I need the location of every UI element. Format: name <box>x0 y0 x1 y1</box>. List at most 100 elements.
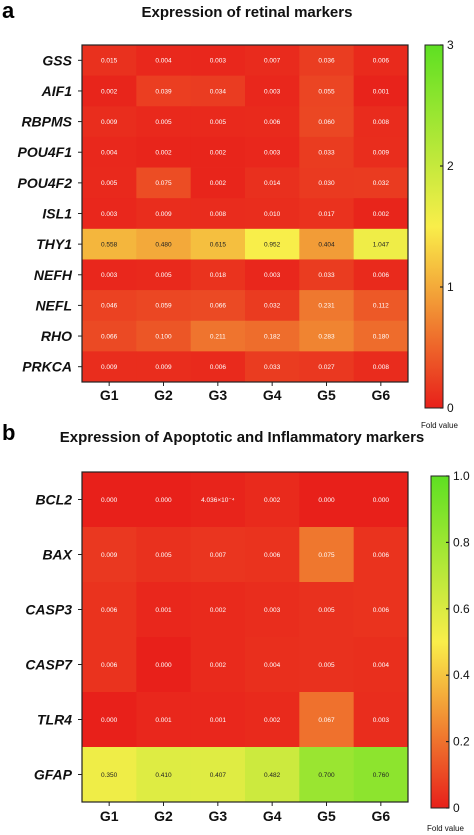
cell-value-label: 0.002 <box>264 497 281 504</box>
heatmap-cell <box>299 692 355 748</box>
heatmap-cell <box>299 136 355 168</box>
column-label: G4 <box>263 387 282 403</box>
row-label: GFAP <box>34 767 73 783</box>
column-label: G4 <box>263 808 282 824</box>
heatmap-border <box>81 471 409 803</box>
heatmap-cell <box>82 228 137 260</box>
heatmap-cell <box>136 228 192 260</box>
heatmap-cell <box>136 75 192 107</box>
cell-value-label: 0.482 <box>264 772 281 779</box>
heatmap-cell <box>82 320 137 352</box>
heatmap-cell <box>299 637 355 693</box>
panel-letter-b: b <box>2 420 15 445</box>
heatmap-cell <box>353 106 409 138</box>
cell-value-label: 0.001 <box>155 717 172 724</box>
column-label: G2 <box>154 808 173 824</box>
cell-value-label: 0.033 <box>264 364 281 371</box>
cell-value-label: 0.009 <box>373 150 390 157</box>
column-label: G2 <box>154 387 173 403</box>
row-label: RHO <box>41 328 72 344</box>
heatmap-cell <box>136 692 192 748</box>
cell-value-label: 0.055 <box>318 88 335 95</box>
heatmap-cell <box>82 198 137 230</box>
cell-value-label: 0.231 <box>318 303 335 310</box>
cell-value-label: 0.001 <box>210 717 227 724</box>
cell-value-label: 0.100 <box>155 333 172 340</box>
cell-value-label: 0.006 <box>264 119 281 126</box>
heatmap-cell <box>136 198 192 230</box>
heatmap-cell <box>136 106 192 138</box>
colorbar-tick-label: 3 <box>447 38 454 52</box>
cell-value-label: 0.006 <box>101 607 118 614</box>
row-label: GSS <box>42 52 72 68</box>
row-label: RBPMS <box>21 114 72 130</box>
colorbar-tick-label: 0.2 <box>453 735 470 749</box>
cell-value-label: 0.003 <box>264 88 281 95</box>
heatmap-cell <box>353 75 409 107</box>
cell-value-label: 0.000 <box>155 662 172 669</box>
heatmap-cell <box>245 472 300 528</box>
row-label: NEFL <box>35 297 72 313</box>
heatmap-cell <box>82 290 137 322</box>
cell-value-label: 0.075 <box>155 180 172 187</box>
heatmap-cell <box>299 527 355 583</box>
heatmap-cell <box>299 259 355 291</box>
heatmap-cell <box>245 747 300 803</box>
heatmap-cell <box>353 228 409 260</box>
cell-value-label: 0.003 <box>264 150 281 157</box>
heatmap-cell <box>245 198 300 230</box>
heatmap-cell <box>299 582 355 638</box>
colorbar-tick-label: 0.4 <box>453 668 470 682</box>
cell-value-label: 0.952 <box>264 241 281 248</box>
heatmap-cell <box>353 527 409 583</box>
cell-value-label: 0.060 <box>318 119 335 126</box>
row-label: POU4F1 <box>18 144 73 160</box>
cell-value-label: 0.009 <box>101 119 118 126</box>
cell-value-label: 0.002 <box>210 662 227 669</box>
cell-value-label: 0.006 <box>373 552 390 559</box>
heatmap-cell <box>136 527 192 583</box>
colorbar-gradient <box>424 44 444 409</box>
heatmap-cell <box>82 692 137 748</box>
heatmap-cell <box>353 45 409 77</box>
cell-value-label: 0.009 <box>101 552 118 559</box>
heatmap-cell <box>190 290 246 322</box>
row-label: POU4F2 <box>18 175 73 191</box>
cell-value-label: 0.000 <box>373 497 390 504</box>
cell-value-label: 0.002 <box>155 150 172 157</box>
heatmap-cell <box>299 747 355 803</box>
heatmap-cell <box>190 106 246 138</box>
heatmap-cell <box>190 228 246 260</box>
heatmap-cell <box>190 198 246 230</box>
heatmap-cell <box>245 351 300 383</box>
heatmap-cell <box>353 582 409 638</box>
cell-value-label: 0.067 <box>318 717 335 724</box>
cell-value-label: 0.480 <box>155 241 172 248</box>
cell-value-label: 0.005 <box>155 119 172 126</box>
heatmap-cell <box>190 320 246 352</box>
cell-value-label: 0.700 <box>318 772 335 779</box>
row-label: AIF1 <box>41 83 73 99</box>
cell-value-label: 0.046 <box>101 303 118 310</box>
colorbar-tick-label: 2 <box>447 159 454 173</box>
cell-value-label: 0.033 <box>318 150 335 157</box>
cell-value-label: 0.002 <box>264 717 281 724</box>
heatmap-cell <box>136 637 192 693</box>
row-label: BAX <box>42 547 73 563</box>
row-label: CASP3 <box>25 602 72 618</box>
cell-value-label: 0.004 <box>101 150 118 157</box>
heatmap-cell <box>82 106 137 138</box>
heatmap-cell <box>136 582 192 638</box>
column-label: G5 <box>317 387 336 403</box>
heatmap-cell <box>82 472 137 528</box>
heatmap-cell <box>82 136 137 168</box>
cell-value-label: 0.075 <box>318 552 335 559</box>
row-label: ISL1 <box>42 206 72 222</box>
colorbar-label: Fold value <box>427 824 464 833</box>
heatmap-cell <box>353 747 409 803</box>
cell-value-label: 0.615 <box>210 241 227 248</box>
heatmap-cell <box>190 259 246 291</box>
cell-value-label: 0.005 <box>318 607 335 614</box>
cell-value-label: 0.008 <box>373 119 390 126</box>
heatmap-cell <box>190 692 246 748</box>
